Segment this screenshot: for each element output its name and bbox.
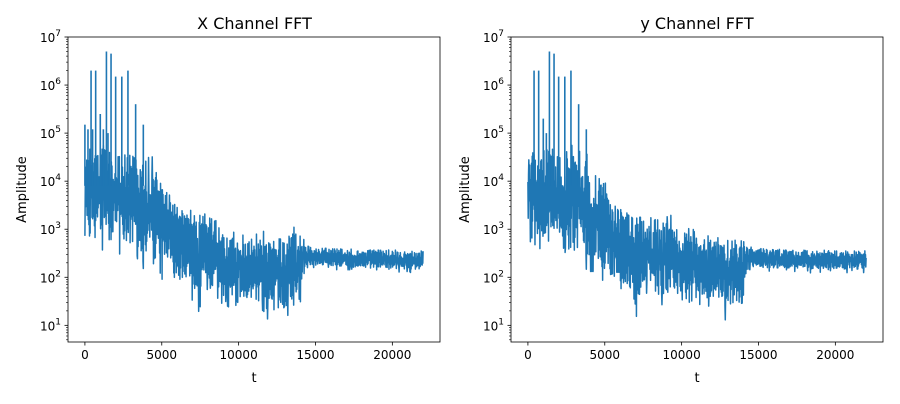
y-tick-label: 102 [40, 269, 61, 285]
x-tick-label: 15000 [296, 348, 334, 362]
y-tick-label: 103 [40, 221, 61, 237]
y-tick-label: 101 [40, 317, 61, 333]
x-tick-label: 20000 [373, 348, 411, 362]
x-tick-label: 5000 [146, 348, 177, 362]
axes-frame [67, 36, 441, 343]
y-tick-label: 104 [40, 173, 61, 189]
x-tick-label: 0 [81, 348, 89, 362]
chart-title: X Channel FFT [197, 14, 312, 33]
y-tick-label: 107 [483, 29, 504, 45]
x-axis-label: t [694, 371, 699, 386]
axes-frame [510, 36, 884, 343]
plot-layer [527, 51, 867, 321]
x-axis-label: t [251, 371, 256, 386]
x-tick-label: 15000 [739, 348, 777, 362]
x-tick-label: 5000 [589, 348, 620, 362]
y-tick-label: 104 [483, 173, 504, 189]
y-tick-label: 105 [40, 125, 61, 141]
y-tick-label: 101 [483, 317, 504, 333]
ticks-layer: 0 5000 10000 15000 20000 101 102 103 104 105 106 10… [483, 29, 854, 362]
chart-x-channel: X Channel FFT 0 5000 10000 15000 20000 101 102… [15, 14, 441, 386]
y-tick-label: 106 [483, 77, 504, 93]
x-tick-label: 20000 [816, 348, 854, 362]
chart-title: y Channel FFT [640, 14, 753, 33]
x-tick-label: 0 [524, 348, 532, 362]
series-line [84, 144, 424, 320]
chart-y-channel: y Channel FFT 0 5000 10000 15000 20000 101 102… [458, 14, 884, 386]
y-axis-label: Amplitude [458, 156, 473, 223]
y-tick-label: 103 [483, 221, 504, 237]
x-tick-label: 10000 [663, 348, 701, 362]
y-tick-label: 107 [40, 29, 61, 45]
y-tick-label: 105 [483, 125, 504, 141]
x-tick-label: 10000 [220, 348, 258, 362]
ticks-layer: 0 5000 10000 15000 20000 101 102 103 104 105 106 10… [40, 29, 411, 362]
y-axis-label: Amplitude [15, 156, 30, 223]
y-tick-label: 102 [483, 269, 504, 285]
y-tick-label: 106 [40, 77, 61, 93]
series-line [527, 144, 867, 321]
plot-layer [84, 51, 424, 320]
